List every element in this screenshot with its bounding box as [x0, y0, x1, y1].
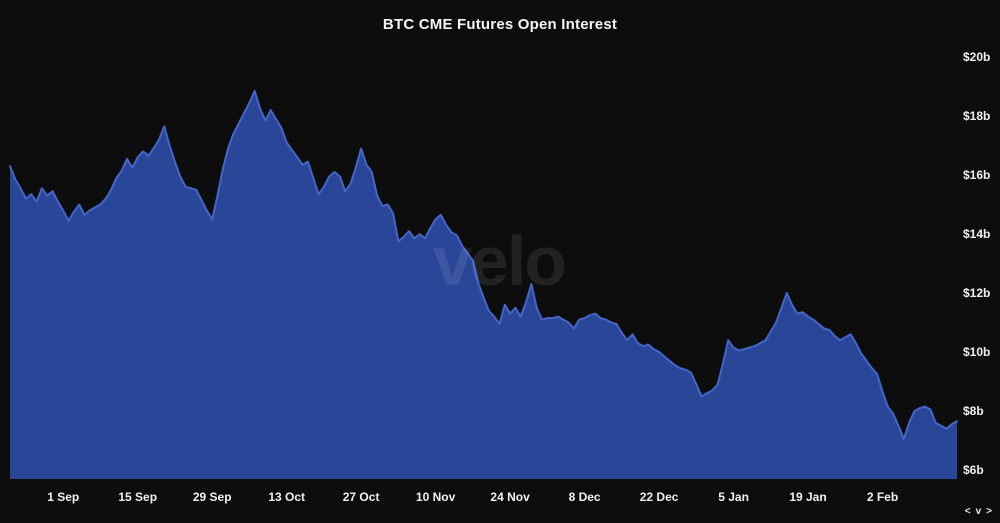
- x-tick-label: 5 Jan: [718, 490, 749, 504]
- y-tick-label: $8b: [963, 404, 984, 418]
- x-tick-label: 8 Dec: [569, 490, 601, 504]
- y-tick-label: $6b: [963, 463, 984, 477]
- x-tick-label: 15 Sep: [118, 490, 157, 504]
- x-tick-label: 19 Jan: [789, 490, 826, 504]
- pager-left-icon[interactable]: <: [964, 506, 971, 517]
- pager-collapse-icon[interactable]: v: [975, 506, 982, 517]
- x-tick-label: 29 Sep: [193, 490, 232, 504]
- x-tick-label: 22 Dec: [640, 490, 679, 504]
- area-series-line: [9, 89, 958, 440]
- x-tick-label: 2 Feb: [867, 490, 898, 504]
- x-tick-label: 13 Oct: [268, 490, 305, 504]
- chart-title: BTC CME Futures Open Interest: [382, 16, 618, 33]
- x-axis-labels: 1 Sep 15 Sep 29 Sep 13 Oct 27 Oct 10 Nov 24 No…: [47, 490, 898, 504]
- y-tick-label: $14b: [963, 227, 990, 241]
- x-tick-label: 27 Oct: [343, 490, 380, 504]
- y-tick-label: $12b: [963, 286, 990, 300]
- y-tick-label: $16b: [963, 168, 990, 182]
- area-series-fill: [10, 90, 957, 480]
- y-tick-label: $18b: [963, 109, 990, 123]
- y-axis-labels: $20b $18b $16b $14b $12b $10b $8b $6b: [963, 50, 990, 477]
- y-tick-label: $10b: [963, 345, 990, 359]
- pager-right-icon[interactable]: >: [986, 506, 992, 517]
- chart-pager: < v >: [965, 507, 992, 517]
- x-tick-label: 10 Nov: [416, 490, 456, 504]
- x-tick-label: 24 Nov: [490, 490, 530, 504]
- y-tick-label: $20b: [963, 50, 990, 64]
- x-tick-label: 1 Sep: [47, 490, 79, 504]
